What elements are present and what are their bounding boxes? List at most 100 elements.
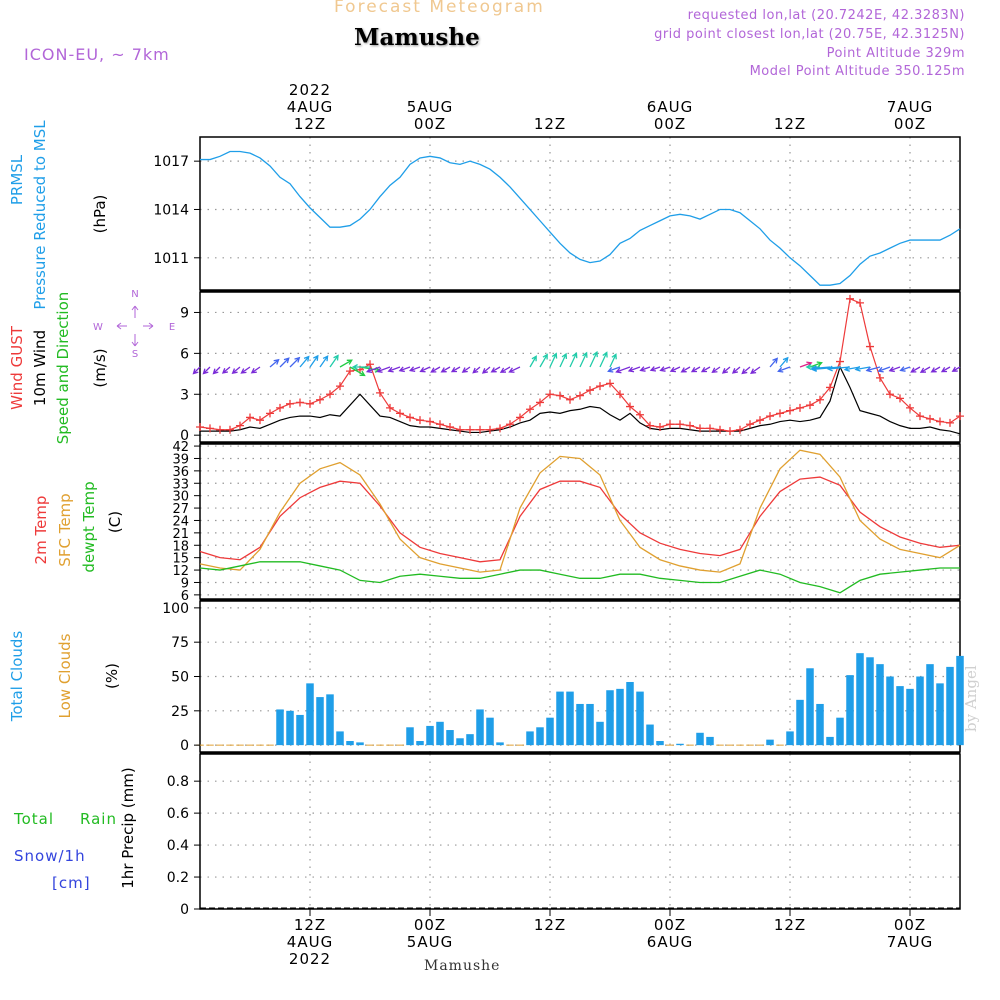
y-tick-label: 6 [180, 346, 189, 362]
total-cloud-bar [486, 717, 494, 746]
wind-direction-arrow [700, 366, 711, 373]
time-label-top: 12Z [774, 115, 806, 133]
wind-gust-marker [936, 417, 944, 426]
wind-gust-marker [756, 416, 764, 425]
wind-direction-arrow [930, 366, 941, 373]
total-rain-label-total: Total [13, 810, 54, 828]
wind-direction-arrow [865, 366, 881, 373]
author-credit: by Angel [962, 665, 980, 732]
wind-direction-arrow [750, 366, 761, 374]
time-label-top: 00Z [654, 115, 686, 133]
pressure-label-long: Pressure Reduced to MSL [31, 120, 49, 310]
wind-gust-marker [316, 395, 324, 404]
wind-direction-arrow [430, 366, 441, 373]
wind-gust-marker [656, 423, 664, 431]
wind-direction-arrow [450, 366, 461, 373]
y-tick-label: 21 [172, 527, 189, 542]
wind-gust-marker [876, 373, 884, 382]
wind-direction-arrow [569, 351, 578, 368]
wind-gust-marker [796, 403, 804, 412]
y-tick-label: 33 [172, 477, 189, 492]
wind-gust-marker [226, 425, 234, 434]
total-cloud-bar [766, 739, 774, 746]
total-cloud-bar [696, 732, 704, 746]
y-tick-label: 0.2 [167, 870, 189, 886]
wind-direction-arrow [499, 366, 511, 373]
total-cloud-bar [606, 690, 614, 746]
total-cloud-bar [896, 686, 904, 746]
y-tick-label: 18 [172, 539, 189, 554]
wind-gust-marker [916, 412, 924, 421]
wind-gust-marker [386, 403, 394, 412]
wind-direction-arrow [877, 366, 891, 373]
y-tick-label: 1011 [153, 251, 189, 267]
wind-direction-arrow [508, 366, 521, 373]
wind-direction-arrow [810, 365, 831, 372]
wind-direction-arrow [398, 366, 411, 373]
temp-frame [199, 443, 961, 600]
time-label-bottom: 2022 [289, 950, 331, 968]
wind-direction-arrow [279, 357, 290, 368]
wind-direction-arrow [888, 366, 901, 373]
wind-gust-marker [376, 388, 384, 397]
wind-gust-marker [236, 421, 244, 430]
wind-direction-arrow [351, 364, 370, 370]
wind-direction-arrow [940, 366, 951, 373]
total-cloud-bar [806, 668, 814, 746]
wind-direction-arrow [490, 366, 501, 373]
total-cloud-bar [916, 676, 924, 746]
wind-direction-arrow [339, 359, 353, 368]
panel-frames [199, 136, 961, 910]
time-label-bottom: 12Z [294, 916, 326, 934]
time-label-top: 00Z [414, 115, 446, 133]
wind-direction-arrow [919, 366, 931, 373]
temp-2m-label: 2m Temp [32, 496, 50, 565]
total-cloud-bar [276, 709, 284, 746]
wind-gust-marker [246, 413, 254, 422]
total-cloud-bar [826, 736, 834, 746]
time-label-bottom: 7AUG [887, 933, 933, 951]
wind-direction-arrow [639, 366, 651, 372]
total-cloud-bar [646, 724, 654, 746]
wind-gust-marker [736, 425, 744, 434]
y-tick-label: 27 [172, 502, 189, 517]
total-cloud-bar [436, 721, 444, 746]
wind-gust-label: Wind GUST [8, 325, 26, 410]
time-label-top: 5AUG [407, 98, 453, 116]
wind-gust-marker [276, 403, 284, 412]
total-cloud-bar [906, 688, 914, 746]
total-cloud-bar [956, 655, 964, 746]
wind-gust-line [199, 297, 961, 432]
y-tick-label: 0 [180, 428, 189, 444]
wind-direction-arrow [481, 366, 491, 374]
wind-direction-arrow [680, 366, 691, 373]
wind-gust-marker [926, 414, 934, 423]
wind-gust-marker [586, 386, 594, 395]
wind-gust-marker [896, 394, 904, 403]
wind-gust-marker [826, 383, 834, 392]
wind-gust-marker [806, 401, 814, 410]
wind-gust-marker [846, 294, 854, 303]
total-cloud-bar [406, 727, 414, 746]
y-tick-label: 0.8 [167, 774, 189, 790]
model-label: ICON-EU, ~ 7km [24, 45, 170, 64]
total-cloud-bar [886, 676, 894, 746]
wind-direction-arrow [779, 356, 789, 368]
wind-direction-arrow [659, 366, 671, 372]
wind-unit: (m/s) [91, 348, 109, 387]
wind-direction-arrow [221, 366, 231, 374]
wind-direction-arrow [365, 366, 381, 374]
total-cloud-bar [456, 738, 464, 746]
wind-direction-arrow [269, 358, 280, 368]
total-clouds-label: Total Clouds [8, 631, 26, 723]
y-tick-label: 39 [172, 452, 189, 467]
total-cloud-bar [816, 703, 824, 746]
wind-direction-arrow [231, 366, 241, 375]
wind-direction-arrow [589, 350, 598, 368]
wind-gust-marker [646, 421, 654, 430]
y-tick-label: 9 [180, 305, 189, 321]
pressure-unit: (hPa) [91, 195, 109, 234]
total-cloud-bar [616, 688, 624, 746]
time-label-bottom: 00Z [894, 916, 926, 934]
wind-direction-arrow [319, 355, 329, 368]
